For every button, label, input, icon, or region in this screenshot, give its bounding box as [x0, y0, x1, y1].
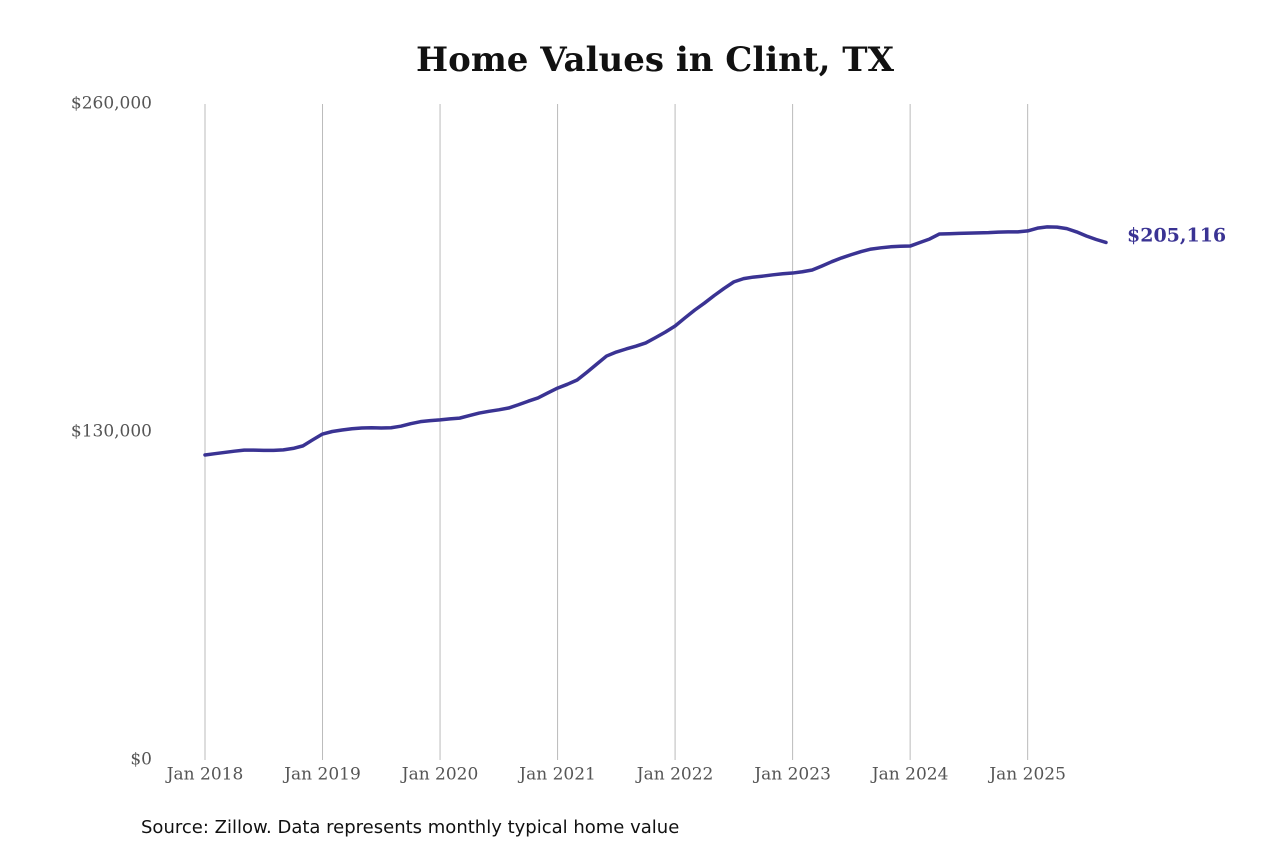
data-label: $205,116	[1127, 224, 1226, 246]
x-tick-label: Jan 2023	[752, 765, 831, 785]
x-tick-label: Jan 2020	[400, 765, 479, 785]
x-tick-label: Jan 2018	[165, 765, 244, 785]
y-tick-label: $130,000	[71, 422, 152, 442]
x-tick-label: Jan 2022	[635, 765, 714, 785]
y-tick-label: $260,000	[71, 94, 152, 114]
x-tick-label: Jan 2021	[517, 765, 596, 785]
source-note: Source: Zillow. Data represents monthly …	[141, 817, 679, 838]
line	[203, 225, 1108, 457]
x-tick-label: Jan 2025	[987, 765, 1066, 785]
x-tick-label: Jan 2019	[282, 765, 361, 785]
x-tick-label: Jan 2024	[870, 765, 949, 785]
y-tick-label: $0	[130, 750, 152, 770]
chart-title: Home Values in Clint, TX	[416, 40, 895, 80]
